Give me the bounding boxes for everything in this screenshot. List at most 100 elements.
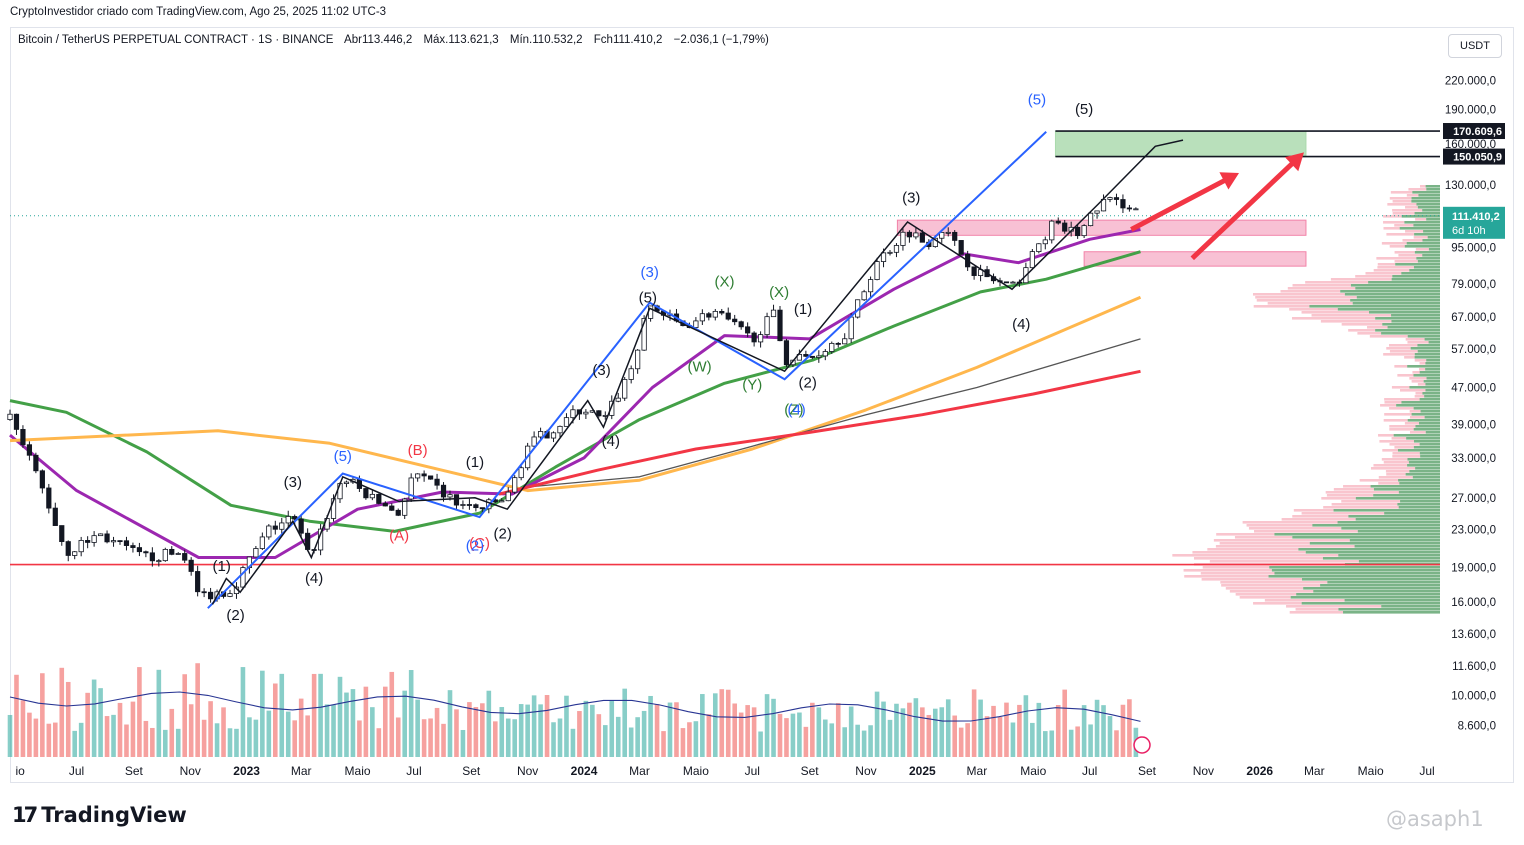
candle-body: [531, 436, 537, 447]
volume-profile-bar: [1296, 593, 1440, 596]
volume-profile-bar: [1209, 560, 1359, 563]
volume-profile-bar: [1407, 341, 1429, 344]
candle-body: [906, 231, 913, 238]
volume-profile-bar: [1327, 581, 1440, 584]
candle-body: [764, 316, 770, 336]
volume-profile-bar: [1383, 215, 1402, 218]
countdown-label: 6d 10h: [1452, 225, 1486, 237]
candle-body: [874, 261, 880, 280]
volume-profile-bar: [1349, 539, 1440, 542]
volume-profile-bar: [1321, 497, 1356, 500]
volume-bar: [525, 704, 530, 757]
volume-profile-bar: [1337, 308, 1440, 311]
volume-profile-bar: [1305, 551, 1440, 554]
candle-body: [473, 504, 479, 509]
volume-bar: [78, 722, 84, 757]
volume-bar: [156, 669, 162, 757]
candle-body: [719, 310, 725, 314]
volume-profile-bar: [1408, 461, 1440, 464]
volume-profile-bar: [1409, 410, 1421, 413]
volume-profile-bar: [1419, 452, 1440, 455]
candle-body: [867, 279, 874, 293]
volume-profile-bar: [1341, 500, 1401, 503]
time-axis-label: Jul: [406, 764, 421, 778]
candle-body: [110, 540, 117, 543]
candle-body: [848, 316, 854, 340]
candle-body: [913, 232, 919, 238]
volume-bar: [188, 704, 194, 757]
time-axis-label: Jul: [745, 764, 760, 778]
volume-bar: [150, 727, 155, 757]
tradingview-logo[interactable]: 17 TradingView: [12, 803, 187, 827]
candle-body: [770, 309, 777, 318]
candle-body: [900, 231, 906, 246]
candle-body: [292, 516, 298, 520]
candle-body: [1075, 226, 1081, 237]
candle-body: [1107, 197, 1113, 200]
candle-body: [958, 240, 964, 255]
volume-bar: [771, 698, 776, 757]
volume-profile-bar: [1378, 476, 1413, 479]
volume-bar: [887, 719, 893, 757]
volume-profile-bar: [1389, 407, 1414, 410]
volume-profile-bar: [1387, 203, 1417, 206]
candle-body: [169, 548, 175, 555]
wave-label: (5): [639, 290, 657, 307]
volume-profile-bar: [1390, 191, 1413, 194]
candle-body: [285, 516, 291, 524]
volume-profile-bar: [1201, 578, 1302, 581]
candle-body: [816, 355, 822, 358]
candle-body: [1081, 225, 1087, 237]
volume-profile-bar: [1414, 353, 1440, 356]
volume-profile-bar: [1400, 389, 1426, 392]
volume-profile-bar: [1367, 326, 1388, 329]
volume-profile-bar: [1392, 452, 1420, 455]
candle-body: [512, 477, 518, 493]
volume-bar: [784, 718, 789, 757]
volume-profile-bar: [1312, 524, 1440, 527]
volume-profile-bar: [1422, 392, 1440, 395]
volume-bar: [1055, 705, 1061, 757]
time-axis-label: Maio: [1020, 764, 1046, 778]
volume-profile-bar: [1413, 407, 1440, 410]
volume-profile-bar: [1413, 374, 1440, 377]
candle-body: [1029, 251, 1035, 269]
volume-profile-bar: [1391, 386, 1410, 389]
volume-profile-bar: [1220, 581, 1328, 584]
candle-body: [622, 379, 628, 399]
volume-bar: [777, 713, 783, 757]
price-tag: [1443, 148, 1505, 165]
candle-body: [72, 551, 78, 556]
wave-label: (Y): [742, 377, 762, 394]
volume-bar: [732, 703, 738, 757]
volume-profile-bar: [1397, 503, 1440, 506]
volume-profile-bar: [1425, 431, 1440, 434]
volume-bar: [628, 727, 634, 757]
volume-profile-bar: [1417, 260, 1440, 263]
candle-body: [434, 478, 440, 486]
candle-body: [751, 332, 757, 343]
time-axis-label: Nov: [180, 764, 201, 778]
candle-body: [272, 525, 278, 530]
volume-bar: [376, 728, 382, 757]
candle-body: [609, 400, 615, 416]
time-axis-label: Set: [1138, 764, 1157, 778]
wave-label: (2): [799, 375, 817, 392]
volume-bar: [111, 714, 116, 757]
volume-profile-bar: [1333, 488, 1374, 491]
volume-profile-bar: [1406, 437, 1440, 440]
volume-profile-bar: [1415, 467, 1440, 470]
volume-bar: [861, 730, 867, 757]
volume-profile-bar: [1383, 461, 1409, 464]
candle-body: [842, 338, 848, 345]
symbol-name[interactable]: Bitcoin / TetherUS PERPETUAL CONTRACT · …: [18, 34, 334, 46]
volume-profile-bar: [1235, 593, 1297, 596]
symbol-info-bar: Bitcoin / TetherUS PERPETUAL CONTRACT · …: [18, 34, 777, 46]
volume-bar: [848, 706, 854, 757]
currency-button[interactable]: USDT: [1448, 34, 1502, 58]
volume-profile-bar: [1426, 359, 1440, 362]
time-axis-label: 2025: [909, 764, 936, 778]
volume-bar: [40, 673, 45, 757]
volume-profile-bar: [1340, 290, 1440, 293]
